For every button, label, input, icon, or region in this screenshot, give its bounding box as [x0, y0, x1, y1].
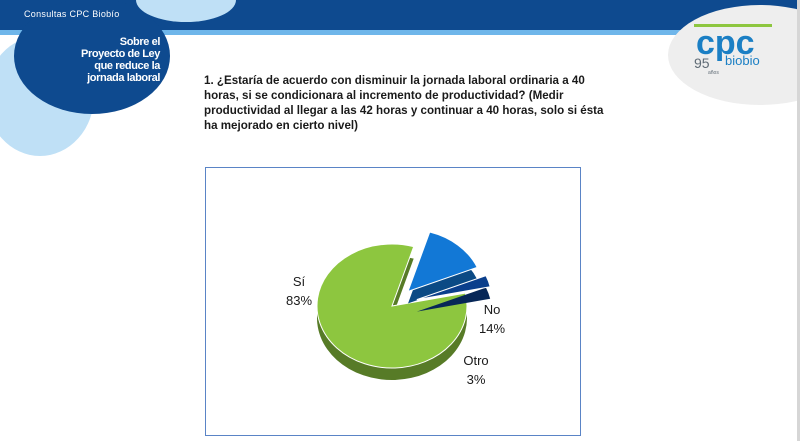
slice-label-no: No [484, 302, 501, 317]
top-light-circle [136, 0, 236, 22]
cpc-logo-graphic: cpc biobio 95 años [694, 24, 772, 76]
pie-slice-no [407, 231, 478, 293]
pie-slice-side-otro [416, 287, 491, 312]
topic-line: que reduce la [94, 60, 160, 72]
chart-frame: Sí 83% No 14% Otro 3% [205, 167, 581, 436]
slice-value-otro: 3% [467, 372, 486, 387]
dark-blue-circle [14, 0, 170, 114]
slice-label-otro: Otro [463, 353, 488, 368]
header-accent-band [0, 30, 800, 35]
logo-years: 95 [694, 55, 710, 71]
cpc-logo: cpc biobio 95 años [676, 2, 800, 100]
slice-value-no: 14% [479, 321, 505, 336]
pie-slice-sí [316, 243, 468, 369]
header-title: Consultas CPC Biobío [24, 9, 120, 19]
logo-tagline-bar [694, 24, 772, 27]
slice-label-sí: Sí [293, 274, 306, 289]
survey-question: 1. ¿Estaría de acuerdo con disminuir la … [204, 74, 604, 132]
pie-chart: Sí 83% No 14% Otro 3% [286, 231, 505, 387]
logo-sub-text: biobio [725, 53, 760, 68]
pie-layer [316, 231, 491, 380]
topic-line: Sobre el [119, 36, 161, 48]
pie-slice-otro [416, 274, 491, 301]
topic-line: jornada laboral [87, 72, 160, 84]
slice-value-sí: 83% [286, 293, 312, 308]
logo-years-label: años [708, 70, 719, 76]
right-edge-rule [797, 0, 800, 441]
pie-labels: Sí 83% No 14% Otro 3% [286, 274, 505, 387]
logo-main-text: cpc [696, 24, 755, 62]
topic-line: Proyecto de Ley [81, 48, 160, 60]
topic-heading: Sobre el Proyecto de Ley que reduce la j… [40, 36, 160, 84]
logo-backdrop-circle [668, 5, 800, 105]
